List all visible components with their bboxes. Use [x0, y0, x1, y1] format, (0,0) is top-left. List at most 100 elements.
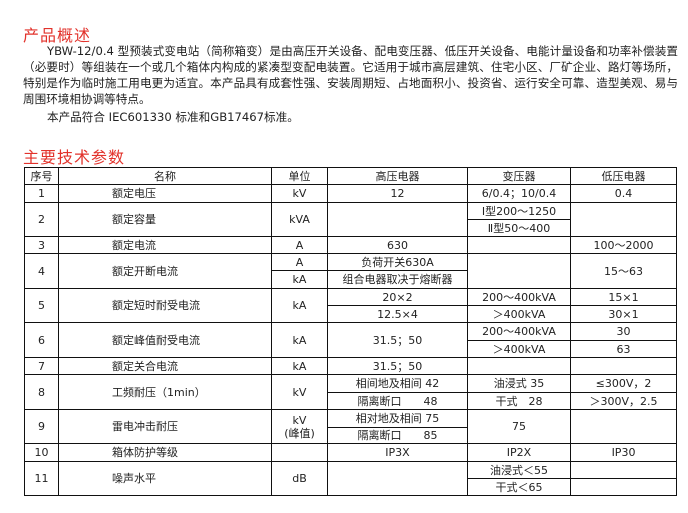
cell-hv: 12.5×4 [327, 305, 468, 323]
table-subrow: 干式＜65 [25, 478, 677, 496]
cell-no: 8 [24, 374, 59, 410]
cell-lv: 0.4 [570, 184, 677, 203]
cell-tf: 75 [467, 409, 571, 444]
cell-unit: kV [271, 374, 328, 410]
cell-no: 9 [24, 409, 59, 444]
cell-hv: 相对地及相间 75 [327, 409, 468, 428]
header-cell: 高压电器 [327, 167, 468, 185]
cell-hv [327, 202, 468, 237]
cell-hv: 组合电器取决于熔断器 [327, 270, 468, 289]
unit-line: kV [292, 413, 307, 427]
cell-name: 额定容量 [58, 202, 272, 237]
table-subrow: kA 组合电器取决于熔断器 [25, 270, 677, 289]
table-row: 4 额定开断电流 A 负荷开关630A 15～63 [24, 253, 677, 289]
cell-hv: 隔离断口 85 [327, 427, 468, 444]
cell-hv: 12 [327, 184, 468, 203]
cell-tf: Ⅰ型200～1250 [467, 202, 571, 220]
cell-unit: A [271, 253, 328, 271]
cell-no: 6 [24, 322, 59, 358]
cell-tf [467, 253, 571, 289]
cell-tf: 200～400kVA [467, 322, 571, 341]
header-cell: 序号 [24, 167, 59, 185]
cell-lv [570, 461, 677, 479]
cell-unit: kA [271, 270, 328, 289]
cell-lv: 15～63 [570, 253, 677, 289]
cell-tf: 油浸式＜55 [467, 461, 571, 479]
cell-lv: 30 [570, 322, 677, 341]
cell-name: 额定峰值耐受电流 [58, 322, 272, 358]
cell-name: 额定电流 [58, 236, 272, 254]
cell-unit: dB [271, 461, 328, 496]
cell-tf: 油浸式 35 [467, 374, 571, 393]
table-row: 10 箱体防护等级 IP3X IP2X IP30 [24, 443, 677, 462]
cell-tf: IP2X [467, 443, 571, 462]
cell-tf: 干式＜65 [467, 478, 571, 496]
table-row: 1 额定电压 kV 12 6/0.4；10/0.4 0.4 [24, 184, 677, 203]
cell-no: 1 [24, 184, 59, 203]
table-row: 3 额定电流 A 630 100～2000 [24, 236, 677, 254]
table-row: 7 额定关合电流 kA 31.5；50 [24, 357, 677, 375]
unit-line: (峰值) [284, 426, 315, 440]
cell-lv [570, 202, 677, 237]
cell-unit: kVA [271, 202, 328, 237]
cell-hv [327, 461, 468, 496]
cell-unit: kV (峰值) [271, 409, 328, 444]
cell-tf [467, 357, 571, 375]
cell-tf: Ⅱ型50～400 [467, 219, 571, 237]
table-row: 9 雷电冲击耐压 kV (峰值) 相对地及相间 75 75 [24, 409, 677, 444]
cell-tf: ＞400kVA [467, 340, 571, 358]
table-row: 11 噪声水平 dB 油浸式＜55 [24, 461, 677, 496]
cell-hv: 隔离断口 48 [327, 392, 468, 410]
cell-name: 额定短时耐受电流 [58, 288, 272, 323]
cell-hv: 相间地及相间 42 [327, 374, 468, 393]
cell-lv: ＞300V，2.5 [570, 392, 677, 410]
cell-name: 雷电冲击耐压 [58, 409, 272, 444]
overview-paragraph: YBW-12/0.4 型预装式变电站（简称箱变）是由高压开关设备、配电变压器、低… [23, 44, 678, 106]
cell-lv: ≤300V，2 [570, 374, 677, 393]
cell-hv: 31.5；50 [327, 357, 468, 375]
cell-lv: 30×1 [570, 305, 677, 323]
cell-unit: kV [271, 184, 328, 203]
header-cell: 名称 [58, 167, 272, 185]
cell-no: 4 [24, 253, 59, 289]
cell-unit: kA [271, 357, 328, 375]
params-heading: 主要技术参数 [23, 148, 126, 167]
table-row: 8 工频耐压（1min） kV 相间地及相间 42 油浸式 35 ≤300V，2 [24, 374, 677, 410]
cell-lv: 100～2000 [570, 236, 677, 254]
cell-unit [271, 443, 328, 462]
header-cell: 变压器 [467, 167, 571, 185]
cell-name: 额定开断电流 [58, 253, 272, 289]
cell-lv: 15×1 [570, 288, 677, 306]
cell-hv: 31.5；50 [327, 322, 468, 358]
standards-paragraph: 本产品符合 IEC601330 标准和GB17467标准。 [47, 110, 299, 124]
header-cell: 单位 [271, 167, 328, 185]
cell-lv [570, 357, 677, 375]
cell-no: 10 [24, 443, 59, 462]
overview-heading: 产品概述 [23, 26, 92, 45]
cell-name: 额定电压 [58, 184, 272, 203]
header-cell: 低压电器 [570, 167, 677, 185]
params-table: 序号 名称 单位 高压电器 变压器 低压电器 1 额定电压 kV 12 6/0.… [24, 167, 677, 496]
cell-no: 3 [24, 236, 59, 254]
table-row: 5 额定短时耐受电流 kA 20×2 200～400kVA 15×1 [24, 288, 677, 323]
table-row: 6 额定峰值耐受电流 kA 31.5；50 200～400kVA 30 [24, 322, 677, 358]
cell-tf: 干式 28 [467, 392, 571, 410]
cell-no: 5 [24, 288, 59, 323]
cell-no: 2 [24, 202, 59, 237]
cell-name: 额定关合电流 [58, 357, 272, 375]
cell-hv: 20×2 [327, 288, 468, 306]
cell-hv: IP3X [327, 443, 468, 462]
table-row: 2 额定容量 kVA Ⅰ型200～1250 [24, 202, 677, 237]
cell-lv [570, 478, 677, 496]
cell-unit: A [271, 236, 328, 254]
cell-unit: kA [271, 288, 328, 323]
cell-no: 7 [24, 357, 59, 375]
cell-tf: ＞400kVA [467, 305, 571, 323]
cell-tf: 6/0.4；10/0.4 [467, 184, 571, 203]
cell-name: 箱体防护等级 [58, 443, 272, 462]
table-subrow: 隔离断口 48 干式 28 ＞300V，2.5 [25, 392, 677, 410]
cell-no: 11 [24, 461, 59, 496]
cell-tf: 200～400kVA [467, 288, 571, 306]
cell-tf [467, 236, 571, 254]
table-header-row: 序号 名称 单位 高压电器 变压器 低压电器 [24, 167, 677, 185]
